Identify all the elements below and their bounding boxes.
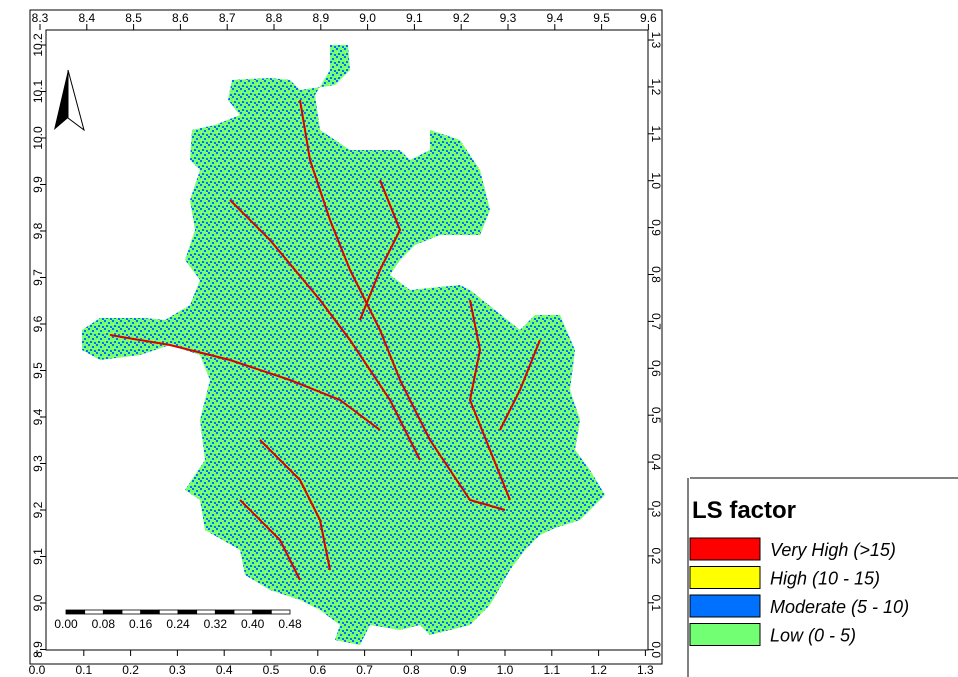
right-tick-label: 1.0 [649,172,663,189]
scale-label: 0.16 [129,617,153,631]
legend-label: Moderate (5 - 10) [770,597,909,617]
left-tick-label: 9.0 [31,594,45,611]
map-layout: 0.00 0.08 0.16 0.24 0.32 0.40 0.48 LS factor V… [0,0,958,677]
bottom-tick-label: 1.2 [590,663,607,677]
scale-segment [178,610,197,614]
top-tick-label: 8.8 [266,11,283,25]
top-tick-label: 8.3 [32,11,49,25]
top-tick-label: 9.3 [500,11,517,25]
bottom-tick-label: 0.7 [356,663,373,677]
right-tick-label: 1.1 [649,125,663,142]
legend-swatch [690,538,760,560]
bottom-tick-label: 0.3 [169,663,186,677]
legend-label: High (10 - 15) [770,569,880,589]
scale-label: 0.00 [54,617,78,631]
right-tick-label: 0.8 [649,266,663,283]
top-tick-label: 9.6 [640,11,657,25]
left-tick-label: 10.2 [31,33,45,57]
left-tick-label: 9.8 [31,222,45,239]
right-tick-label: 0.2 [649,548,663,565]
scale-segment [66,610,85,614]
bottom-tick-label: 1.3 [637,663,654,677]
scale-bar: 0.00 0.08 0.16 0.24 0.32 0.40 0.48 [54,610,302,631]
bottom-tick-label: 0.1 [75,663,92,677]
top-tick-label: 9.0 [359,11,376,25]
legend-label: Very High (>15) [770,540,896,560]
left-tick-label: 9.7 [31,269,45,286]
scale-segment [141,610,160,614]
top-tick-label: 8.5 [125,11,142,25]
right-tick-label: 0.4 [649,454,663,471]
right-tick-label: 1.2 [649,79,663,96]
ls-raster [82,45,605,645]
left-tick-label: 9.3 [31,455,45,472]
legend-label: Low (0 - 5) [770,626,856,646]
scale-label: 0.08 [92,617,116,631]
scale-segment [253,610,272,614]
top-tick-label: 8.4 [78,11,95,25]
right-tick-label: 0.6 [649,360,663,377]
left-tick-label: 10.1 [31,79,45,103]
legend-swatch [690,624,760,646]
scale-segment [271,610,290,614]
scale-segment [215,610,234,614]
top-tick-label: 8.6 [172,11,189,25]
scale-segment [197,610,216,614]
scale-label: 0.24 [166,617,190,631]
right-tick-label: 0.7 [649,313,663,330]
bottom-tick-label: 0.8 [403,663,420,677]
scale-segment [234,610,253,614]
bottom-tick-label: 0.2 [122,663,139,677]
legend: Very High (>15) High (10 - 15) Moderate (5… [690,538,909,646]
left-tick-label: 9.1 [31,548,45,565]
bottom-tick-label: 0.6 [309,663,326,677]
left-tick-label: 10.0 [31,126,45,150]
bottom-tick-label: 0.4 [216,663,233,677]
north-arrow [54,70,84,130]
left-tick-label: 9.5 [31,362,45,379]
scale-segment [85,610,104,614]
legend-swatch [690,595,760,617]
bottom-tick-label: 0.5 [263,663,280,677]
right-tick-label: 0.9 [649,219,663,236]
scale-segment [122,610,141,614]
scale-segment [103,610,122,614]
left-tick-label: 9.9 [31,176,45,193]
right-tick-label: 1.3 [649,32,663,49]
scale-label: 0.40 [241,617,265,631]
right-tick-label: 0.1 [649,594,663,611]
scale-segment [159,610,178,614]
top-tick-label: 9.4 [546,11,563,25]
bottom-tick-label: 0.9 [450,663,467,677]
left-tick-label: 9.2 [31,501,45,518]
legend-swatch [690,567,760,589]
scale-label: 0.32 [204,617,228,631]
top-tick-label: 9.2 [453,11,470,25]
left-tick-label: 9.4 [31,408,45,425]
top-tick-label: 8.7 [219,11,236,25]
scale-label: 0.48 [278,617,302,631]
legend-title: LS factor [692,497,796,524]
top-tick-label: 9.1 [406,11,423,25]
bottom-tick-label: 0.0 [29,663,46,677]
right-tick-label: 0.5 [649,407,663,424]
left-tick-label: 9.6 [31,315,45,332]
right-tick-label: 0.3 [649,501,663,518]
bottom-tick-label: 1.0 [497,663,514,677]
right-tick-label: 0.0 [649,641,663,658]
top-tick-label: 8.9 [312,11,329,25]
top-tick-label: 9.5 [593,11,610,25]
bottom-tick-label: 1.1 [543,663,560,677]
left-tick-label: 8.9 [31,641,45,658]
